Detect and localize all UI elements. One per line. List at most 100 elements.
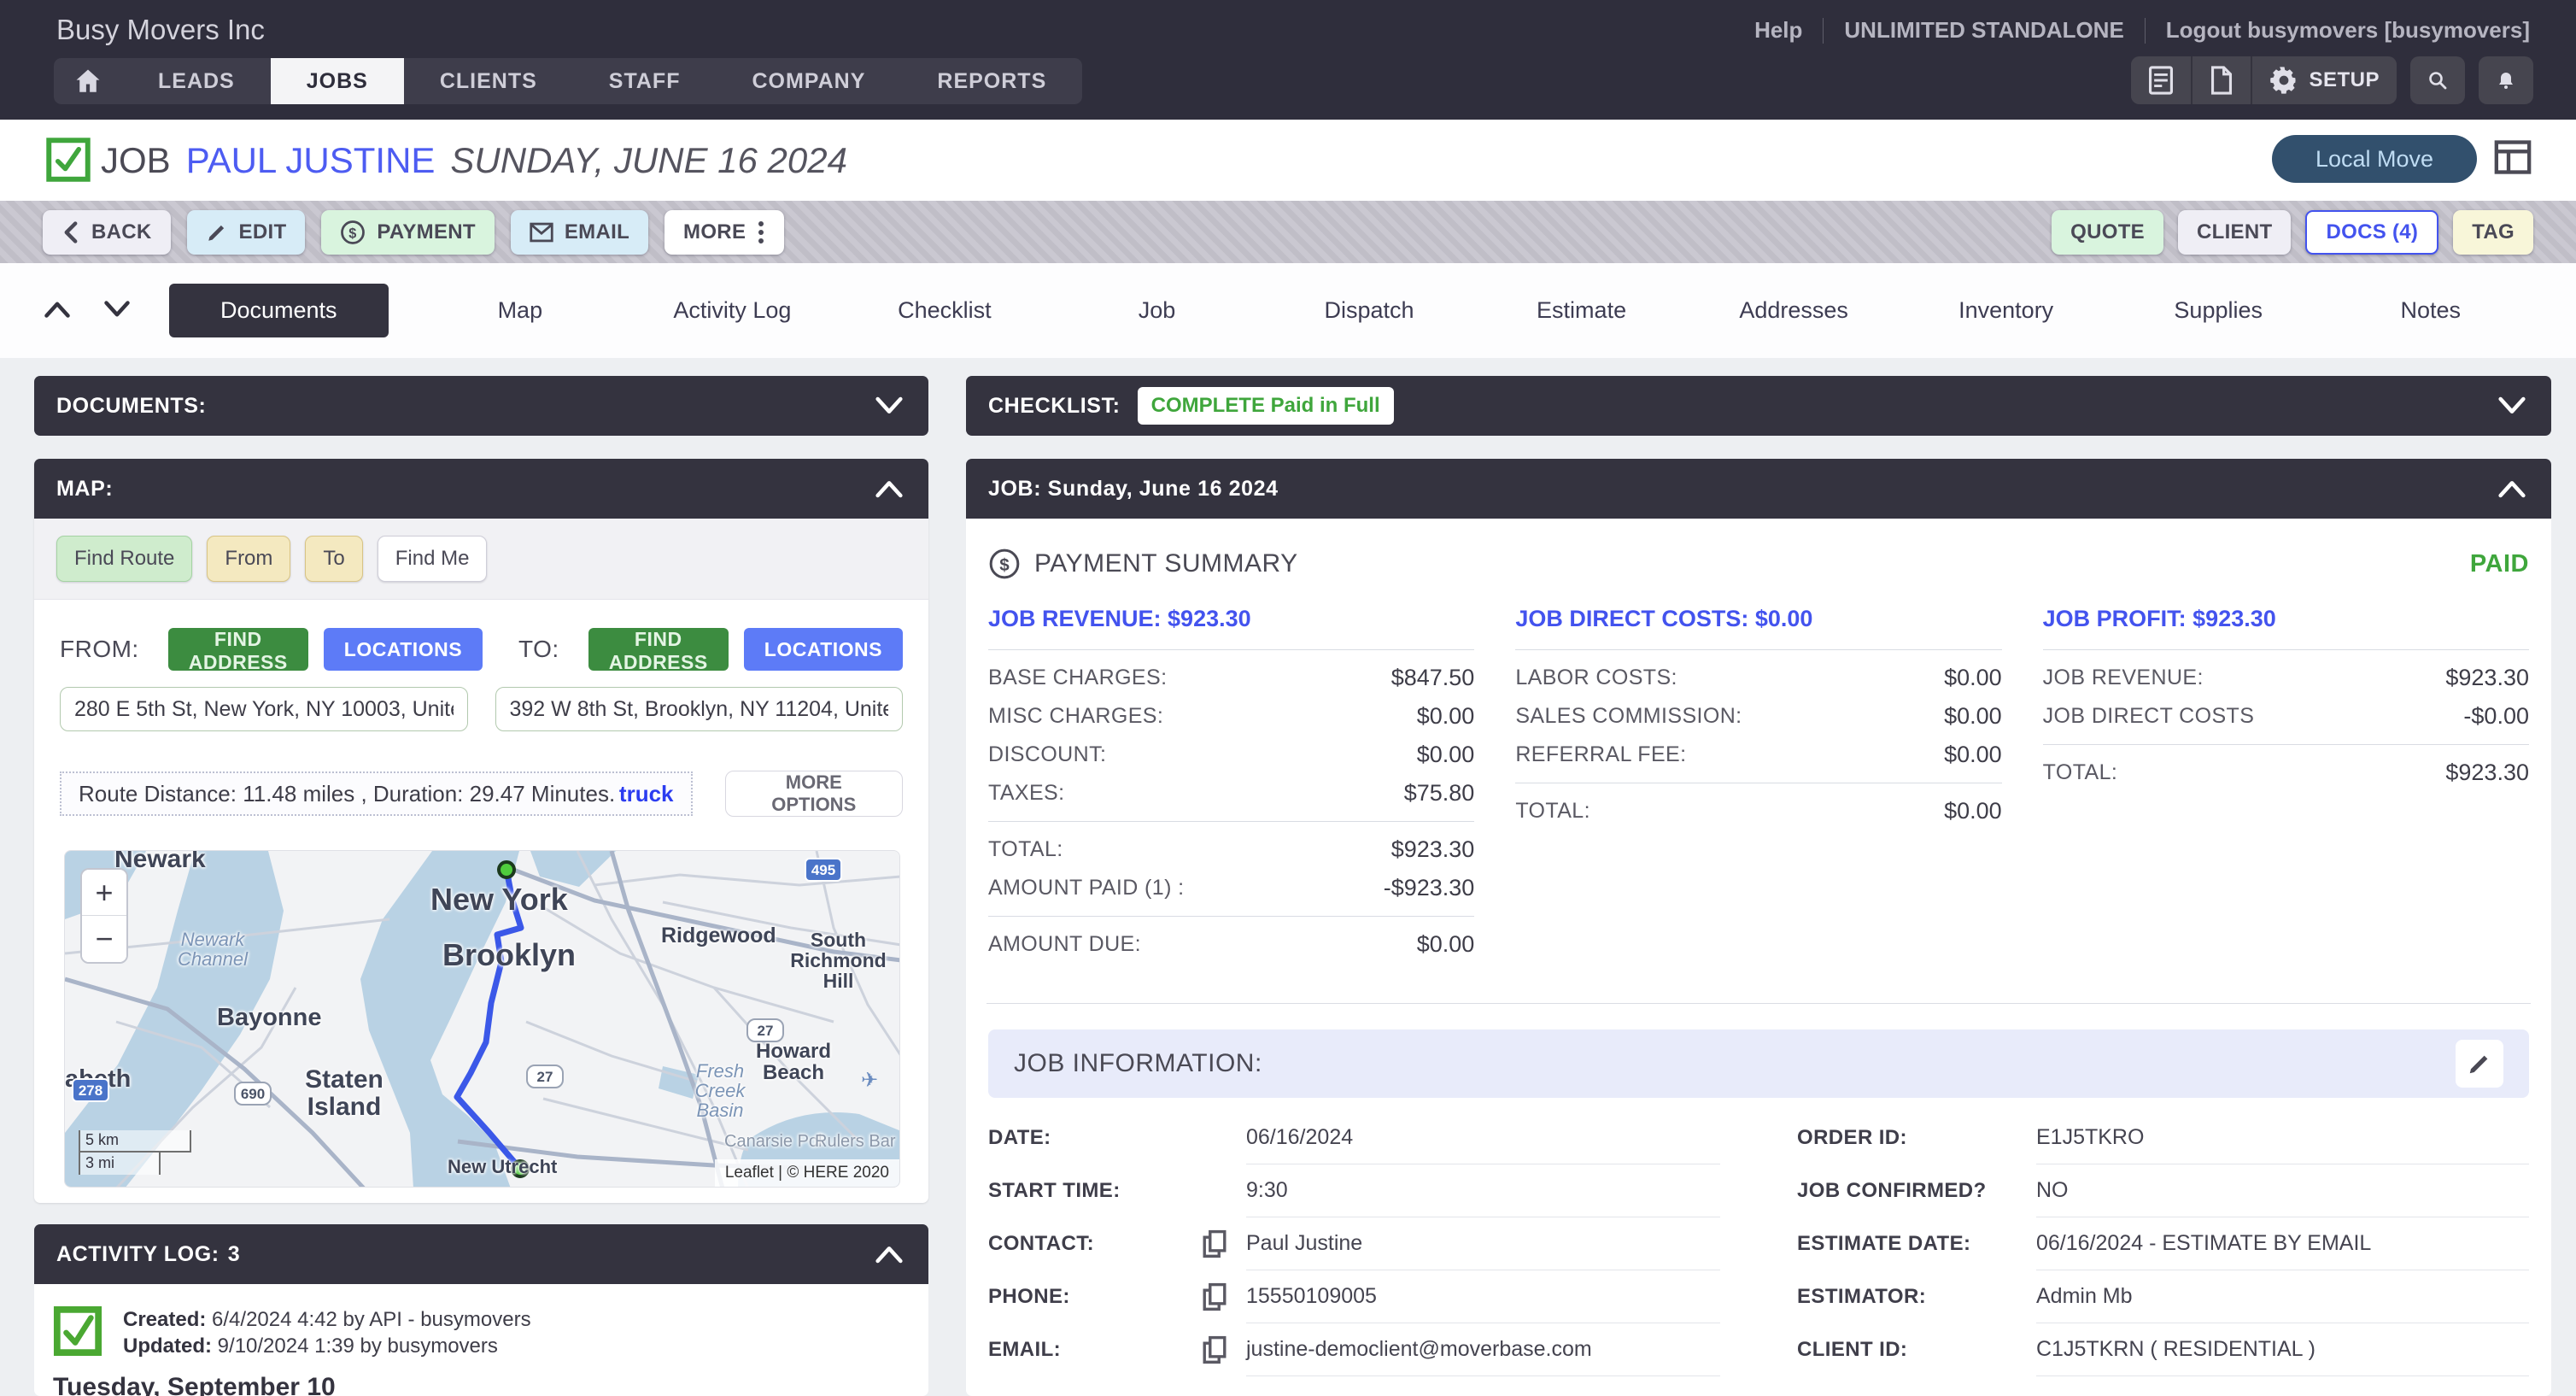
map-collapse-button[interactable] xyxy=(872,476,906,502)
scroll-up-button[interactable] xyxy=(39,294,75,327)
client-name-link[interactable]: PAUL JUSTINE xyxy=(186,140,436,181)
zoom-out-button[interactable]: − xyxy=(82,916,126,962)
documents-expand-button[interactable] xyxy=(872,393,906,419)
copy-email-button[interactable] xyxy=(1202,1335,1227,1364)
field-row-client-id: CLIENT ID: C1J5TKRN ( RESIDENTIAL ) xyxy=(1797,1323,2529,1376)
table-row: REFERRAL FEE:$0.00 xyxy=(1515,736,2001,774)
quote-button[interactable]: QUOTE xyxy=(2052,210,2163,255)
profit-group: JOB REVENUE:$923.30 JOB DIRECT COSTS-$0.… xyxy=(2043,650,2529,745)
map-scale-bar: 5 km 3 mi xyxy=(79,1130,191,1175)
search-button[interactable] xyxy=(2410,56,2465,104)
move-type-button[interactable]: Local Move xyxy=(2272,135,2477,183)
documents-panel-header[interactable]: DOCUMENTS: xyxy=(34,376,928,436)
tab-supplies[interactable]: Supplies xyxy=(2112,284,2325,337)
activity-collapse-button[interactable] xyxy=(872,1241,906,1267)
edit-button[interactable]: EDIT xyxy=(187,210,306,255)
from-locations-button[interactable]: LOCATIONS xyxy=(324,628,483,671)
tab-documents[interactable]: Documents xyxy=(169,284,389,337)
documents-panel-title: DOCUMENTS: xyxy=(56,394,206,419)
document-button[interactable] xyxy=(2193,56,2252,104)
scroll-down-button[interactable] xyxy=(99,294,135,327)
report-list-button[interactable] xyxy=(2131,56,2193,104)
costs-total-group: TOTAL:$0.00 xyxy=(1515,783,2001,839)
to-button[interactable]: To xyxy=(305,536,362,582)
job-info-left-column: DATE: 06/16/2024 START TIME: 9:30 CONTAC… xyxy=(988,1112,1720,1376)
zoom-in-button[interactable]: + xyxy=(82,870,126,916)
activity-panel-header[interactable]: ACTIVITY LOG: 3 xyxy=(34,1224,928,1284)
to-find-address-button[interactable]: FIND ADDRESS xyxy=(588,628,729,671)
docs-button[interactable]: DOCS (4) xyxy=(2305,210,2438,255)
to-locations-button[interactable]: LOCATIONS xyxy=(744,628,903,671)
tab-inventory[interactable]: Inventory xyxy=(1900,284,2112,337)
checklist-panel-header[interactable]: CHECKLIST: COMPLETE Paid in Full xyxy=(966,376,2551,436)
more-options-button[interactable]: MORE OPTIONS xyxy=(725,771,904,817)
payment-button[interactable]: $ PAYMENT xyxy=(321,210,494,255)
map-label-rulers-bar: Rulers Bar xyxy=(815,1133,895,1151)
setup-button[interactable]: SETUP xyxy=(2252,56,2397,104)
tab-estimate[interactable]: Estimate xyxy=(1475,284,1688,337)
back-button[interactable]: BACK xyxy=(43,210,171,255)
tab-dispatch[interactable]: Dispatch xyxy=(1263,284,1476,337)
revenue-due-group: AMOUNT DUE:$0.00 xyxy=(988,917,1474,972)
scale-mi: 3 mi xyxy=(79,1153,161,1175)
from-button[interactable]: From xyxy=(207,536,290,582)
checklist-expand-button[interactable] xyxy=(2495,393,2529,419)
nav-item-staff[interactable]: STAFF xyxy=(573,58,717,104)
copy-phone-button[interactable] xyxy=(1202,1282,1227,1311)
home-nav-button[interactable] xyxy=(54,58,122,104)
row-value: $923.30 xyxy=(2445,760,2529,786)
row-label: AMOUNT DUE: xyxy=(988,932,1141,957)
profit-column-header[interactable]: JOB PROFIT: $923.30 xyxy=(2043,606,2529,650)
find-route-button[interactable]: Find Route xyxy=(56,536,192,582)
activity-date-heading: Tuesday, September 10 xyxy=(53,1373,910,1396)
road-shield-27: 27 xyxy=(526,1065,564,1088)
tab-checklist[interactable]: Checklist xyxy=(839,284,1051,337)
utility-links: Help UNLIMITED STANDALONE Logout busymov… xyxy=(1734,17,2530,44)
tab-job[interactable]: Job xyxy=(1051,284,1263,337)
layout-toggle-button[interactable] xyxy=(2494,140,2532,177)
logout-link[interactable]: Logout busymovers [busymovers] xyxy=(2146,17,2530,44)
nav-item-reports[interactable]: REPORTS xyxy=(901,58,1082,104)
field-value: 06/16/2024 xyxy=(1246,1112,1720,1164)
notifications-button[interactable] xyxy=(2479,56,2533,104)
client-button[interactable]: CLIENT xyxy=(2178,210,2291,255)
field-label: PHONE: xyxy=(988,1285,1202,1309)
edit-job-information-button[interactable] xyxy=(2456,1040,2503,1088)
email-button[interactable]: EMAIL xyxy=(511,210,648,255)
find-me-button[interactable]: Find Me xyxy=(378,536,488,582)
tab-addresses[interactable]: Addresses xyxy=(1688,284,1900,337)
tag-button[interactable]: TAG xyxy=(2453,210,2533,255)
help-link[interactable]: Help xyxy=(1734,17,1823,44)
to-address-input[interactable] xyxy=(495,687,904,731)
updated-label: Updated: xyxy=(123,1334,212,1358)
tab-map[interactable]: Map xyxy=(414,284,627,337)
nav-item-clients[interactable]: CLIENTS xyxy=(404,58,573,104)
route-mode-link[interactable]: truck xyxy=(619,781,674,807)
map-label-canarsie-pol: Canarsie Pol xyxy=(724,1133,823,1151)
activity-entry: Created: 6/4/2024 4:42 by API - busymove… xyxy=(53,1305,910,1359)
nav-item-leads[interactable]: LEADS xyxy=(122,58,271,104)
nav-item-company[interactable]: COMPANY xyxy=(716,58,901,104)
tab-activity-log[interactable]: Activity Log xyxy=(626,284,839,337)
nav-item-jobs[interactable]: JOBS xyxy=(271,58,404,104)
table-row: TOTAL:$923.30 xyxy=(2043,754,2529,792)
report-list-icon xyxy=(2148,66,2174,95)
map-panel-header[interactable]: MAP: xyxy=(34,459,928,519)
job-collapse-button[interactable] xyxy=(2495,476,2529,502)
road-shield-27: 27 xyxy=(746,1018,784,1042)
activity-count: 3 xyxy=(228,1242,241,1267)
chevron-down-icon xyxy=(875,396,903,415)
row-label: TOTAL: xyxy=(1515,799,1590,824)
more-button[interactable]: MORE xyxy=(664,210,784,255)
tab-notes[interactable]: Notes xyxy=(2324,284,2537,337)
copy-contact-button[interactable] xyxy=(1202,1229,1227,1258)
from-address-input[interactable] xyxy=(60,687,468,731)
direct-costs-column-header[interactable]: JOB DIRECT COSTS: $0.00 xyxy=(1515,606,2001,650)
section-tabs-row: Documents Map Activity Log Checklist Job… xyxy=(0,263,2576,358)
from-find-address-button[interactable]: FIND ADDRESS xyxy=(168,628,308,671)
map-view[interactable]: Newark Newark Channel abeth Bayonne Stat… xyxy=(64,850,900,1188)
edit-label: EDIT xyxy=(239,220,287,244)
job-panel-header[interactable]: JOB: Sunday, June 16 2024 xyxy=(966,459,2551,519)
revenue-column-header[interactable]: JOB REVENUE: $923.30 xyxy=(988,606,1474,650)
job-complete-checkbox[interactable] xyxy=(44,136,92,188)
